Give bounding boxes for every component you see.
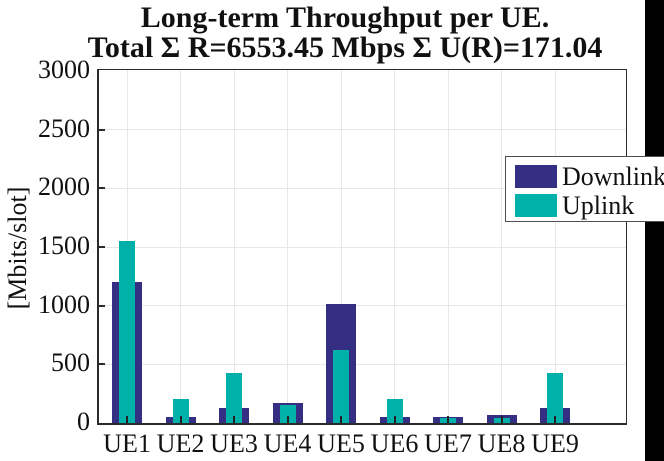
gridline-x-UE8 [501,70,502,423]
bar-uplink-UE3 [226,372,242,423]
plot-area: Downlink Uplink [97,69,664,425]
y-tick-label-2000: 2000 [38,172,90,202]
x-tick-mark-UE7 [447,416,449,423]
gridline-x-UE2 [180,70,181,423]
legend-item-downlink: Downlink [515,162,664,191]
legend-item-uplink: Uplink [515,191,635,220]
y-tick-mark-2500 [99,128,105,131]
bar-uplink-UE6 [386,398,403,423]
y-tick-label-3000: 3000 [38,55,90,84]
y-tick-mark-500 [99,363,105,366]
x-tick-mark-UE1 [126,416,128,423]
gridline-y-500 [99,363,626,365]
gridline-y-1000 [99,305,626,307]
x-tick-labels: UE1 UE2 UE3 UE4 UE5 UE6 UE7 UE8 UE9 [99,429,626,459]
y-tick-label-500: 500 [51,348,90,378]
bar-uplink-UE9 [547,372,563,423]
x-tick-mark-UE6 [393,416,396,423]
gridline-x-UE7 [447,70,449,423]
right-black-band [645,0,664,461]
y-tick-mark-1500 [99,246,105,248]
bar-uplink-UE4 [279,404,296,423]
x-tick-label-UE6: UE6 [370,429,419,458]
x-tick-label-UE3: UE3 [210,429,258,458]
legend-swatch-uplink [515,194,557,217]
plot-inner [99,70,626,423]
chart-title-line2: Total Σ R=6553.45 Mbps Σ U(R)=171.04 [87,31,603,64]
bar-uplink-UE2 [172,398,189,423]
x-tick-label-UE9: UE9 [531,429,579,458]
x-tick-mark-UE2 [179,416,182,423]
y-tick-label-2500: 2500 [38,113,90,143]
x-tick-label-UE4: UE4 [263,429,312,458]
bar-uplink-UE5 [333,349,349,423]
gridline-x-UE3 [233,70,235,423]
legend-swatch-downlink [515,165,557,188]
gridline-x-UE4 [287,70,288,423]
x-tick-mark-UE3 [233,416,235,423]
x-tick-mark-UE8 [500,416,503,423]
bar-uplink-UE1 [119,241,135,423]
x-tick-label-UE5: UE5 [317,429,365,458]
gridline-y-2500 [99,129,626,131]
gridline-x-UE6 [394,70,395,423]
x-tick-label-UE8: UE8 [477,429,526,458]
x-tick-mark-UE9 [554,416,556,423]
legend-label-uplink: Uplink [562,191,635,220]
chart-title-line1: Long-term Throughput per UE. [140,1,550,34]
y-tick-mark-2000 [99,187,105,190]
legend-label-downlink: Downlink [562,162,664,191]
gridline-y-2000 [99,187,626,189]
y-tick-mark-1000 [99,304,105,307]
y-tick-label-1000: 1000 [38,289,90,319]
y-tick-label-0: 0 [77,407,90,436]
x-tick-mark-UE4 [286,416,289,423]
gridline-x-UE9 [554,70,556,423]
x-tick-mark-UE5 [340,416,342,423]
y-tick-label-1500: 1500 [38,231,90,260]
y-tick-labels: 0 500 1000 1500 2000 2500 3000 [0,55,90,436]
x-tick-label-UE1: UE1 [103,429,151,458]
gridline-y-1500 [99,246,626,248]
legend: Downlink Uplink [505,156,664,222]
x-tick-label-UE7: UE7 [424,429,472,458]
gridline-x-UE5 [340,70,342,423]
x-tick-label-UE2: UE2 [156,429,205,458]
